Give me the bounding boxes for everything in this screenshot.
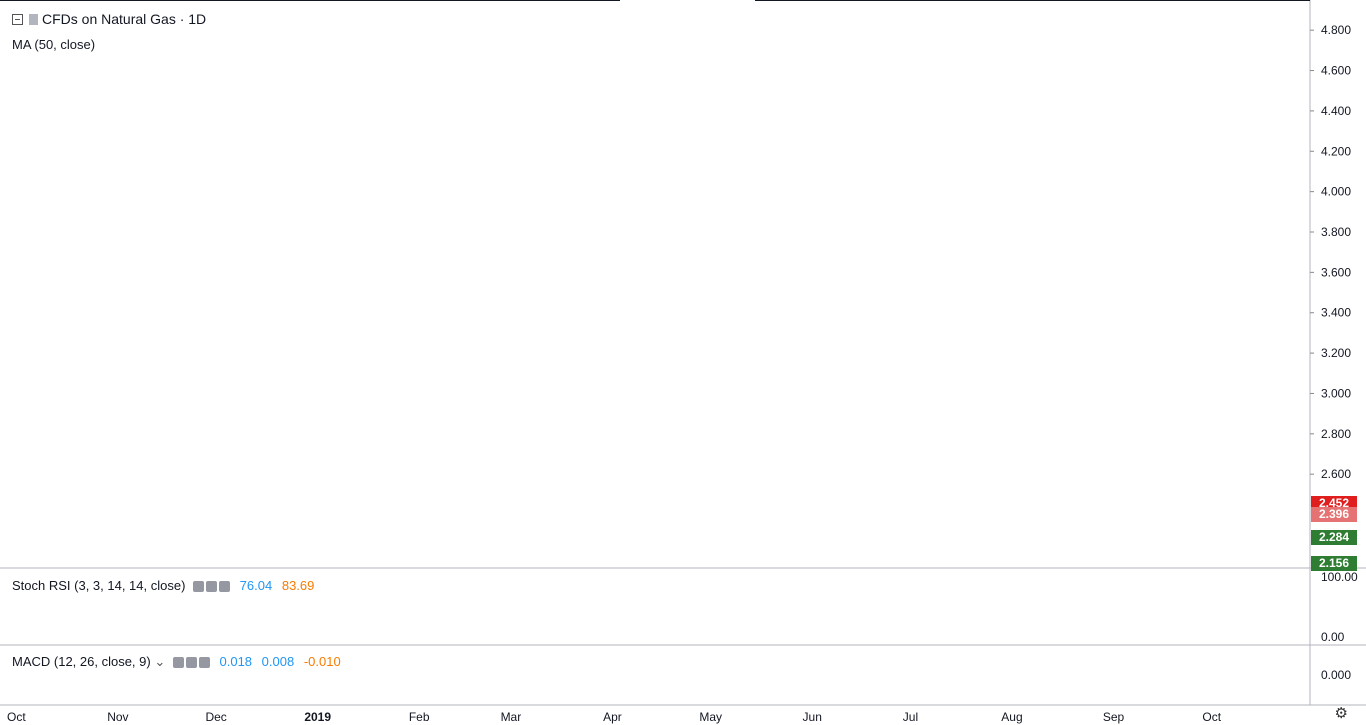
chart-settings-icon[interactable]: ⚙: [1334, 705, 1348, 722]
price-tick-label: 3.800: [1321, 225, 1351, 239]
time-axis-label: Jun: [803, 710, 822, 724]
symbol-title: CFDs on Natural Gas · 1D: [42, 11, 207, 27]
price-tick-label: 4.600: [1321, 64, 1351, 78]
price-tick-label: 4.200: [1321, 144, 1351, 158]
stoch-rsi-legend[interactable]: Stoch RSI (3, 3, 14, 14, close) 76.04 83…: [12, 578, 314, 595]
macd-line-value: 0.018: [219, 654, 253, 669]
time-axis-label: Feb: [409, 710, 430, 724]
time-axis-label: Apr: [603, 710, 622, 724]
price-tick-label: 3.600: [1321, 265, 1351, 279]
time-axis-label: 2019: [304, 710, 331, 724]
price-tag: 2.284: [1311, 529, 1357, 545]
price-tick-label: 3.200: [1321, 346, 1351, 360]
collapse-icon[interactable]: [12, 14, 23, 25]
macd-axis-label: 0.000: [1321, 668, 1351, 682]
gear-icon[interactable]: [185, 657, 197, 668]
price-tick-label: 4.800: [1321, 23, 1351, 37]
time-axis-label: Oct: [7, 710, 26, 724]
price-tick-label: 4.400: [1321, 104, 1351, 118]
time-axis-label: Dec: [205, 710, 226, 724]
time-axis-label: Mar: [501, 710, 522, 724]
symbol-legend[interactable]: CFDs on Natural Gas · 1D: [12, 11, 206, 27]
price-tag: 2.156: [1311, 555, 1357, 571]
price-tick-label: 4.000: [1321, 185, 1351, 199]
macd-label: MACD (12, 26, close, 9): [12, 654, 151, 669]
price-tick-label: 2.800: [1321, 427, 1351, 441]
price-tick-label: 3.400: [1321, 306, 1351, 320]
close-icon[interactable]: [219, 581, 231, 592]
stoch-axis-label: 0.00: [1321, 630, 1345, 644]
price-tick-label: 3.000: [1321, 386, 1351, 400]
close-icon[interactable]: [198, 657, 210, 668]
stoch-k-value: 76.04: [239, 578, 273, 593]
time-axis-label: Oct: [1202, 710, 1221, 724]
time-axis-label: May: [699, 710, 722, 724]
stoch-rsi-label: Stoch RSI (3, 3, 14, 14, close): [12, 578, 186, 593]
flag-icon: [29, 14, 38, 25]
eye-icon[interactable]: [193, 581, 205, 592]
indicator-buttons[interactable]: [172, 656, 212, 671]
macd-signal-value: 0.008: [261, 654, 295, 669]
macd-hist-value: -0.010: [303, 654, 341, 669]
stoch-axis-label: 100.00: [1321, 570, 1358, 584]
macd-legend[interactable]: MACD (12, 26, close, 9) ⌄ 0.018 0.008 -0…: [12, 654, 341, 671]
gear-icon[interactable]: [206, 581, 218, 592]
price-tag: 2.396: [1311, 507, 1357, 523]
time-axis-label: Nov: [107, 710, 128, 724]
ma-legend[interactable]: MA (50, close): [12, 37, 95, 52]
time-axis-label: Jul: [903, 710, 918, 724]
chevron-down-icon[interactable]: ⌄: [154, 654, 166, 669]
plot-background: [0, 0, 1310, 705]
eye-icon[interactable]: [172, 657, 184, 668]
time-axis-label: Sep: [1103, 710, 1125, 724]
stoch-d-value: 83.69: [281, 578, 315, 593]
price-tick-label: 2.600: [1321, 467, 1351, 481]
price-tag: 2.452: [1311, 496, 1357, 512]
indicator-buttons[interactable]: [193, 580, 232, 595]
ma-label: MA (50, close): [12, 37, 96, 52]
time-axis-label: Aug: [1001, 710, 1022, 724]
